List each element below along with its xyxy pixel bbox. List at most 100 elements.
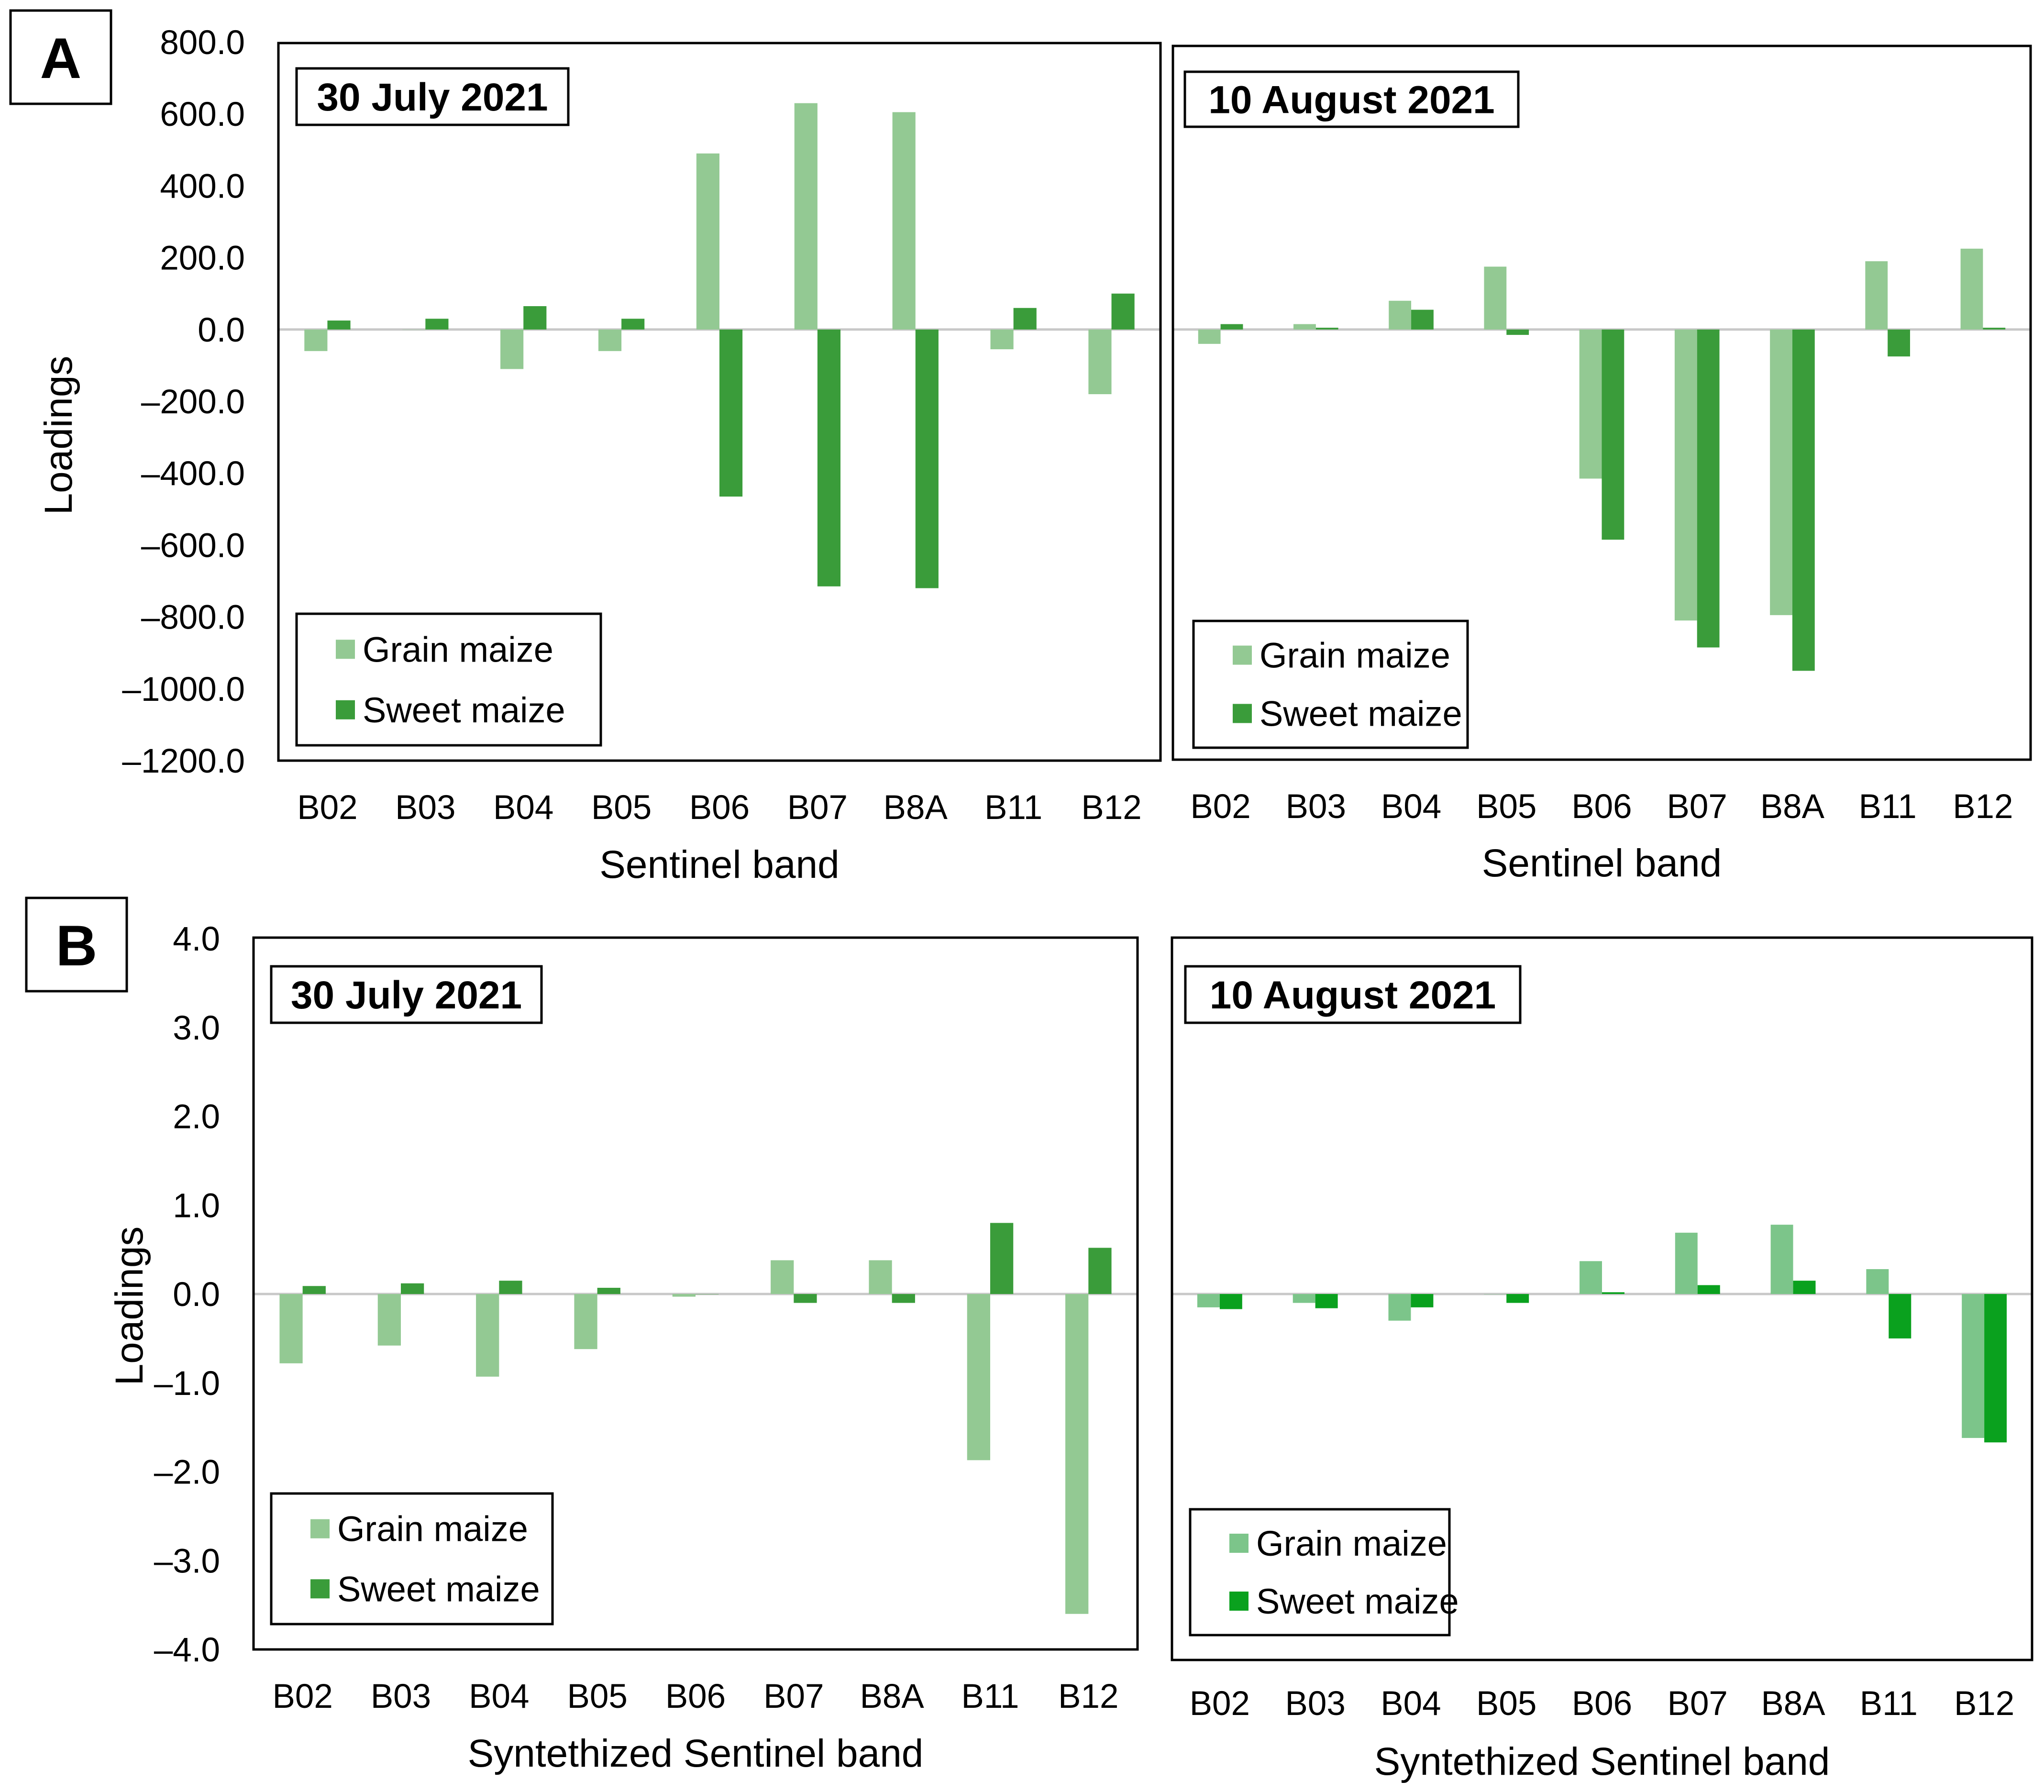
bar-grain-maize-b12	[1088, 329, 1112, 394]
x-tick-label-b12: B12	[1954, 1685, 2014, 1723]
x-tick-label-b04: B04	[469, 1678, 529, 1715]
chart-a-30-july: B02 B03 B04 B05 B06 B07 B8A B11 B12 Sentinel band…	[277, 42, 1162, 886]
chart-a-10-august: B02 B03 B04 B05 B06 B07 B8A B11 B12 Sentinel band…	[1171, 44, 2032, 885]
chart-date-title: 30 July 2021	[270, 965, 543, 1024]
chart-date-title: 10 August 2021	[1184, 965, 1522, 1024]
bar-sweet-maize-b12	[1983, 328, 2006, 330]
x-tick-label-b12: B12	[1058, 1678, 1118, 1715]
x-tick-label-b05: B05	[591, 789, 652, 827]
bar-grain-maize-b05	[598, 329, 622, 351]
bar-sweet-maize-b04	[1411, 310, 1434, 330]
panel-a-y-tick-labels: 800.0 600.0 400.0 200.0 0.0 –200.0 –400.0 –600.…	[122, 24, 245, 780]
y-tick-label: 0.0	[173, 1276, 220, 1314]
bar-sweet-maize-b06	[1602, 329, 1624, 540]
bar-grain-maize-b03	[1293, 324, 1316, 330]
x-tick-label-b06: B06	[665, 1678, 726, 1715]
x-tick-label-b05: B05	[1476, 788, 1536, 826]
x-tick-label-b11: B11	[961, 1678, 1019, 1715]
bar-sweet-maize-b05	[621, 319, 645, 330]
x-tick-label-b02: B02	[1190, 788, 1250, 826]
x-tick-label-b02: B02	[272, 1678, 332, 1715]
chart-date-title: 10 August 2021	[1183, 70, 1520, 128]
x-tick-label-b03: B03	[1285, 1685, 1345, 1723]
svg-text:30 July 2021: 30 July 2021	[291, 973, 522, 1017]
bar-grain-maize-b8a	[892, 112, 916, 330]
plot-frame	[1171, 936, 2033, 1661]
svg-text:10 August 2021: 10 August 2021	[1208, 78, 1495, 122]
y-tick-label: 1.0	[173, 1187, 220, 1225]
chart-date-title: 30 July 2021	[295, 67, 570, 126]
y-tick-label: 800.0	[160, 24, 245, 62]
bar-grain-maize-b11	[1866, 1269, 1889, 1294]
x-tick-label-b07: B07	[1667, 788, 1727, 826]
legend-label-sweet-maize: Sweet maize	[1256, 1582, 1459, 1621]
legend-swatch-grain-maize	[310, 1519, 330, 1538]
x-tick-label-b05: B05	[567, 1678, 627, 1715]
bar-sweet-maize-b03	[1315, 1294, 1338, 1308]
x-tick-label-b02: B02	[297, 789, 357, 827]
chart-b-30-july: B02 B03 B04 B05 B06 B07 B8A B11 B12 Syntethized S…	[252, 936, 1139, 1775]
y-tick-label: 0.0	[198, 311, 245, 349]
x-tick-label-b07: B07	[787, 789, 848, 827]
x-tick-label-b05: B05	[1476, 1685, 1536, 1723]
bar-sweet-maize-b02	[302, 1286, 326, 1294]
x-tick-label-b8a: B8A	[1761, 1685, 1825, 1723]
y-tick-label: –1.0	[154, 1365, 220, 1403]
bar-sweet-maize-b05	[1506, 1294, 1529, 1303]
y-tick-label: –600.0	[141, 527, 245, 564]
bar-grain-maize-b11	[967, 1294, 990, 1460]
x-tick-label-b11: B11	[1859, 788, 1917, 826]
bar-grain-maize-b02	[304, 329, 328, 351]
panel-b-y-axis-title: Loadings	[108, 1227, 151, 1386]
bar-grain-maize-b12	[1065, 1294, 1089, 1614]
bar-grain-maize-b03	[1293, 1294, 1315, 1303]
bar-sweet-maize-b8a	[915, 329, 939, 588]
x-tick-label-b8a: B8A	[860, 1678, 925, 1715]
y-tick-label: 600.0	[160, 96, 245, 133]
bar-grain-maize-b04	[476, 1294, 499, 1377]
y-tick-label: 200.0	[160, 240, 245, 277]
bar-sweet-maize-b05	[1506, 329, 1529, 335]
bar-sweet-maize-b02	[1220, 324, 1243, 330]
bar-sweet-maize-b11	[990, 1223, 1014, 1294]
bar-sweet-maize-b12	[1111, 293, 1135, 330]
bar-sweet-maize-b04	[523, 306, 547, 330]
y-tick-label: –800.0	[141, 599, 245, 637]
panel-b-y-tick-labels: 4.0 3.0 2.0 1.0 0.0 –1.0 –2.0 –3.0 –4.0	[154, 920, 220, 1669]
legend-swatch-grain-maize	[1233, 645, 1252, 665]
legend-label-sweet-maize: Sweet maize	[337, 1569, 540, 1609]
bar-sweet-maize-b05	[597, 1287, 620, 1294]
legend: Grain maize Sweet maize	[1192, 619, 1469, 749]
x-tick-label-b04: B04	[1381, 1685, 1441, 1723]
y-tick-label: 2.0	[173, 1098, 220, 1136]
bar-grain-maize-b06	[1580, 1261, 1602, 1294]
bar-sweet-maize-b11	[1013, 308, 1037, 330]
y-tick-label: –2.0	[154, 1454, 220, 1492]
svg-text:B: B	[56, 914, 98, 978]
bar-grain-maize-b11	[990, 329, 1014, 350]
legend-swatch-sweet-maize	[1233, 704, 1252, 723]
x-tick-label-b04: B04	[493, 789, 553, 827]
x-tick-label-b8a: B8A	[1760, 788, 1825, 826]
x-axis-title: Sentinel band	[599, 843, 840, 886]
bar-grain-maize-b02	[279, 1294, 303, 1363]
bar-grain-maize-b02	[1197, 1294, 1220, 1307]
bar-grain-maize-b04	[1388, 1294, 1411, 1321]
y-tick-label: 3.0	[173, 1009, 220, 1047]
legend: Grain maize Sweet maize	[295, 612, 602, 747]
bar-sweet-maize-b03	[401, 1283, 424, 1294]
legend-label-sweet-maize: Sweet maize	[363, 690, 565, 730]
panel-b-letter: B	[25, 896, 128, 993]
bar-grain-maize-b06	[672, 1294, 696, 1297]
bar-sweet-maize-b06	[1602, 1292, 1624, 1294]
bar-sweet-maize-b02	[327, 321, 351, 330]
legend-swatch-sweet-maize	[1229, 1591, 1248, 1611]
legend-swatch-sweet-maize	[336, 700, 355, 719]
x-tick-label-b12: B12	[1953, 788, 2013, 826]
x-tick-label-b03: B03	[1286, 788, 1346, 826]
bar-grain-maize-b07	[1675, 1232, 1698, 1294]
bar-sweet-maize-b8a	[892, 1294, 915, 1303]
x-tick-label-b8a: B8A	[884, 789, 948, 827]
legend-label-grain-maize: Grain maize	[363, 630, 553, 669]
